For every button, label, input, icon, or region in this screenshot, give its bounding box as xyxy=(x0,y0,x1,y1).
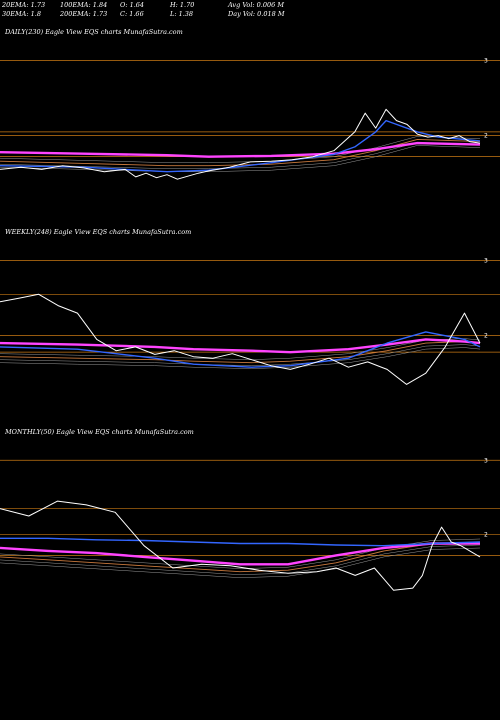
y-tick-label: 3 xyxy=(484,457,488,464)
ema-blue-series-line xyxy=(0,331,481,368)
daily-chart: 32 xyxy=(0,58,500,180)
ema-blue-series-line xyxy=(0,119,481,173)
stat-day-vol: Day Vol: 0.018 M xyxy=(228,10,285,18)
price-series-line xyxy=(0,108,481,180)
ema-band-line xyxy=(0,347,481,369)
stats-header: 20EMA: 1.73 100EMA: 1.84 O: 1.64 H: 1.70… xyxy=(0,0,500,20)
monthly-panel: MONTHLY(50) Eagle View EQS charts Munafa… xyxy=(0,426,500,620)
ema-band-line xyxy=(0,544,481,575)
weekly-chart-title: WEEKLY(248) Eagle View EQS charts Munafa… xyxy=(5,228,192,236)
ema-blue-series-line xyxy=(0,537,481,547)
ema-band-line xyxy=(0,136,481,163)
ema-brown-series-line xyxy=(0,341,481,364)
y-tick-label: 3 xyxy=(484,58,488,65)
stat-200ema: 200EMA: 1.73 xyxy=(60,10,108,18)
stat-avg-vol: Avg Vol: 0.006 M xyxy=(228,1,285,9)
ema-band-line xyxy=(0,344,481,366)
weekly-panel: WEEKLY(248) Eagle View EQS charts Munafa… xyxy=(0,226,500,422)
ema-pink-series-line xyxy=(0,141,481,158)
price-series-line xyxy=(0,293,481,385)
weekly-chart: 32 xyxy=(0,258,500,385)
ema-pink-series-line xyxy=(0,338,481,354)
monthly-chart-title: MONTHLY(50) Eagle View EQS charts Munafa… xyxy=(5,428,194,436)
stat-30ema: 30EMA: 1.8 xyxy=(2,10,41,18)
stat-close: C: 1.66 xyxy=(120,10,144,18)
stat-open: O: 1.64 xyxy=(120,1,145,9)
ema-brown-series-line xyxy=(0,138,481,167)
stat-100ema: 100EMA: 1.84 xyxy=(60,1,108,9)
y-tick-label: 2 xyxy=(484,133,488,140)
price-series-line xyxy=(0,500,481,591)
daily-chart-title: DAILY(230) Eagle View EQS charts MunafaS… xyxy=(5,28,183,36)
ema-pink-series-line xyxy=(0,542,480,566)
y-tick-label: 2 xyxy=(484,532,488,539)
ema-band-line xyxy=(0,547,481,578)
ema-band-line xyxy=(0,145,481,172)
ema-brown-series-line xyxy=(0,541,481,573)
y-tick-label: 2 xyxy=(484,333,488,340)
y-tick-label: 3 xyxy=(484,258,488,265)
stat-high: H: 1.70 xyxy=(170,1,195,9)
daily-panel: DAILY(230) Eagle View EQS charts MunafaS… xyxy=(0,26,500,222)
stat-20ema: 20EMA: 1.73 xyxy=(2,1,46,9)
stat-low: L: 1.38 xyxy=(170,10,194,18)
monthly-chart: 32 xyxy=(0,457,500,591)
